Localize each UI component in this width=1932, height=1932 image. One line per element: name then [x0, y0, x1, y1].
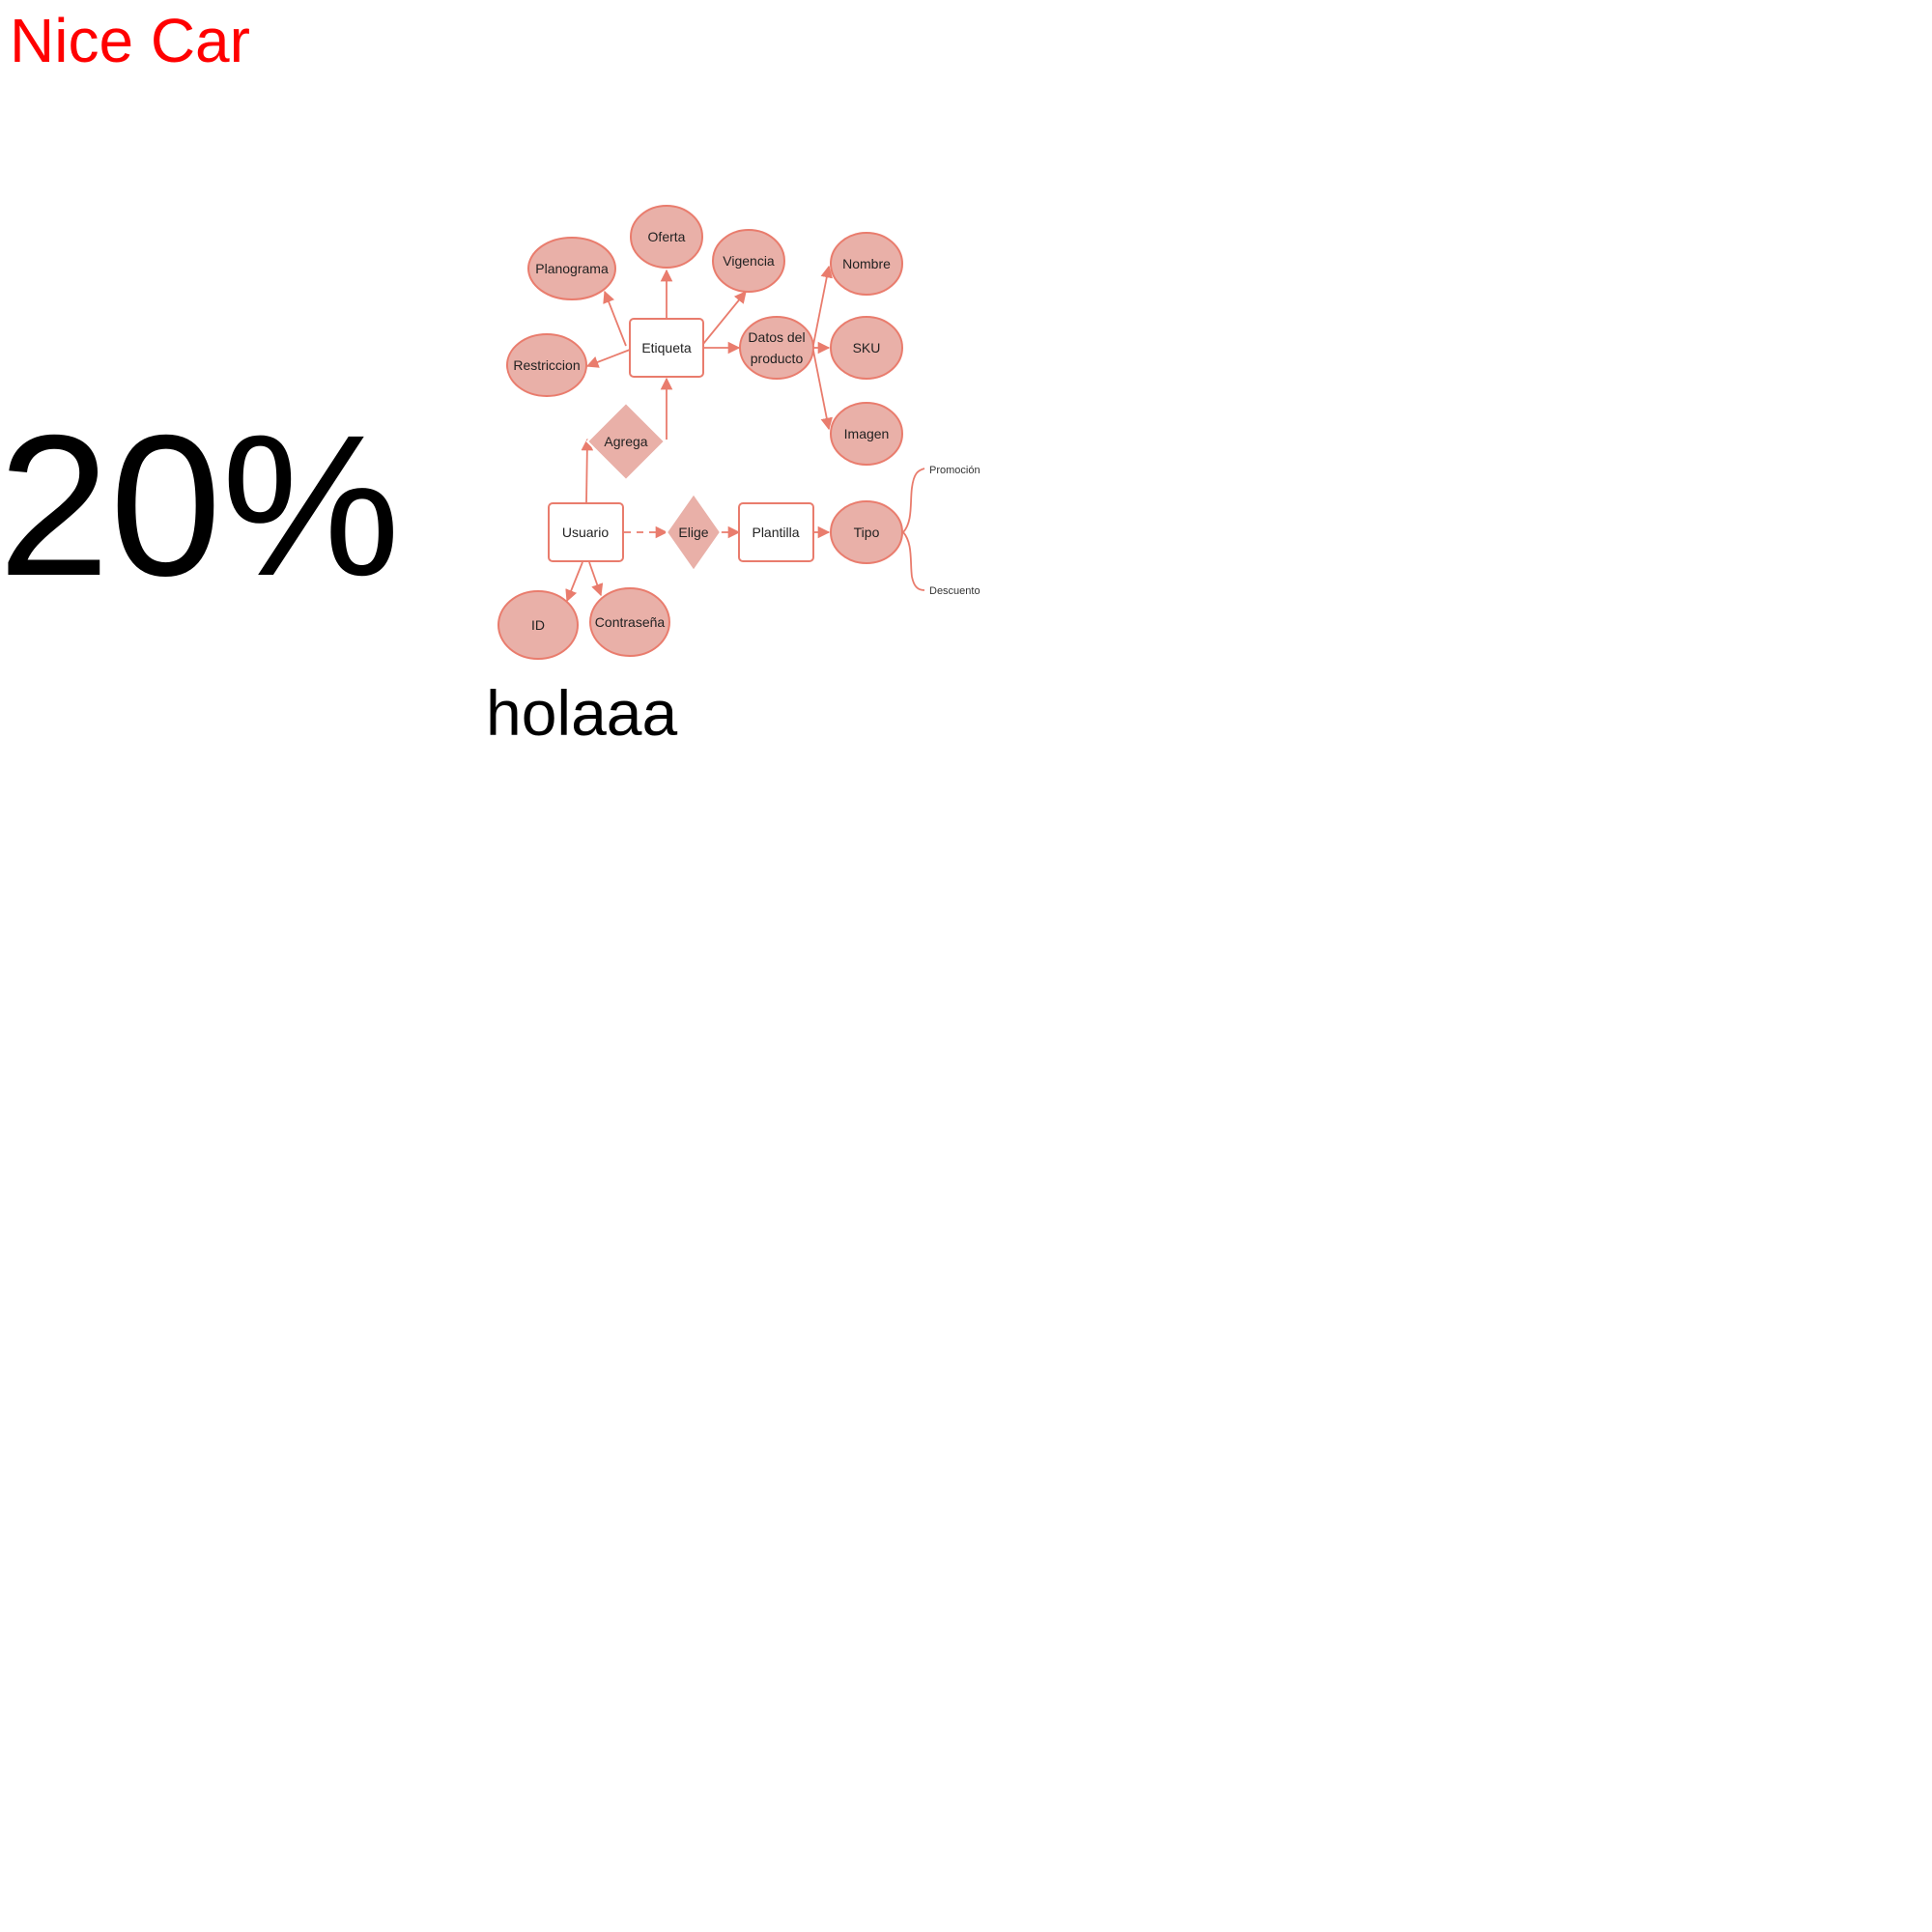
node-elige: Elige	[665, 492, 723, 573]
tipo-branch-brace	[902, 468, 925, 591]
svg-text:SKU: SKU	[853, 340, 881, 355]
node-tipo: Tipo	[830, 500, 903, 564]
branch-label-descuento: Descuento	[929, 585, 980, 597]
svg-text:Contraseña: Contraseña	[595, 614, 666, 630]
svg-text:Elige: Elige	[678, 525, 708, 540]
svg-text:Restriccion: Restriccion	[513, 357, 580, 373]
node-nombre: Nombre	[830, 232, 903, 296]
node-usuario: Usuario	[548, 502, 624, 562]
svg-text:Oferta: Oferta	[648, 229, 686, 244]
svg-text:Vigencia: Vigencia	[723, 253, 775, 269]
node-plantilla: Plantilla	[738, 502, 814, 562]
node-vigencia: Vigencia	[712, 229, 785, 293]
caption-text: holaaa	[486, 677, 678, 749]
svg-text:Usuario: Usuario	[562, 525, 609, 540]
diagram-edges	[565, 265, 925, 603]
node-planograma: Planograma	[527, 237, 616, 300]
svg-text:Datos del: Datos del	[748, 329, 805, 345]
svg-text:Etiqueta: Etiqueta	[641, 340, 692, 355]
edge-etiqueta-planograma	[603, 290, 627, 347]
edge-usuario-id	[565, 561, 583, 603]
node-agrega: Agrega	[585, 401, 667, 482]
svg-text:Plantilla: Plantilla	[752, 525, 799, 540]
edge-usuario-contrasena	[588, 561, 604, 597]
edge-datos-imagen	[812, 350, 833, 431]
node-contrasena: Contraseña	[589, 587, 670, 657]
edge-etiqueta-vigencia	[702, 291, 747, 345]
node-id: ID	[497, 590, 579, 660]
edge-usuario-agrega	[581, 438, 594, 504]
node-restriccion: Restriccion	[506, 333, 587, 397]
svg-text:ID: ID	[531, 617, 545, 633]
svg-text:producto: producto	[751, 351, 804, 366]
svg-text:Planograma: Planograma	[535, 261, 609, 276]
page-title: Nice Car	[10, 6, 250, 75]
node-etiqueta: Etiqueta	[629, 318, 704, 378]
node-datos-producto: Datos del producto	[739, 316, 814, 380]
node-imagen: Imagen	[830, 402, 903, 466]
edge-datos-nombre	[812, 265, 833, 346]
branch-label-promocion: Promoción	[929, 465, 980, 476]
edge-etiqueta-restriccion	[585, 349, 631, 368]
svg-text:Agrega: Agrega	[604, 434, 647, 449]
node-oferta: Oferta	[630, 205, 703, 269]
svg-text:Tipo: Tipo	[854, 525, 880, 540]
svg-text:Nombre: Nombre	[842, 256, 891, 271]
percentage-value: 20%	[0, 394, 401, 618]
svg-text:Imagen: Imagen	[844, 426, 890, 441]
node-sku: SKU	[830, 316, 903, 380]
